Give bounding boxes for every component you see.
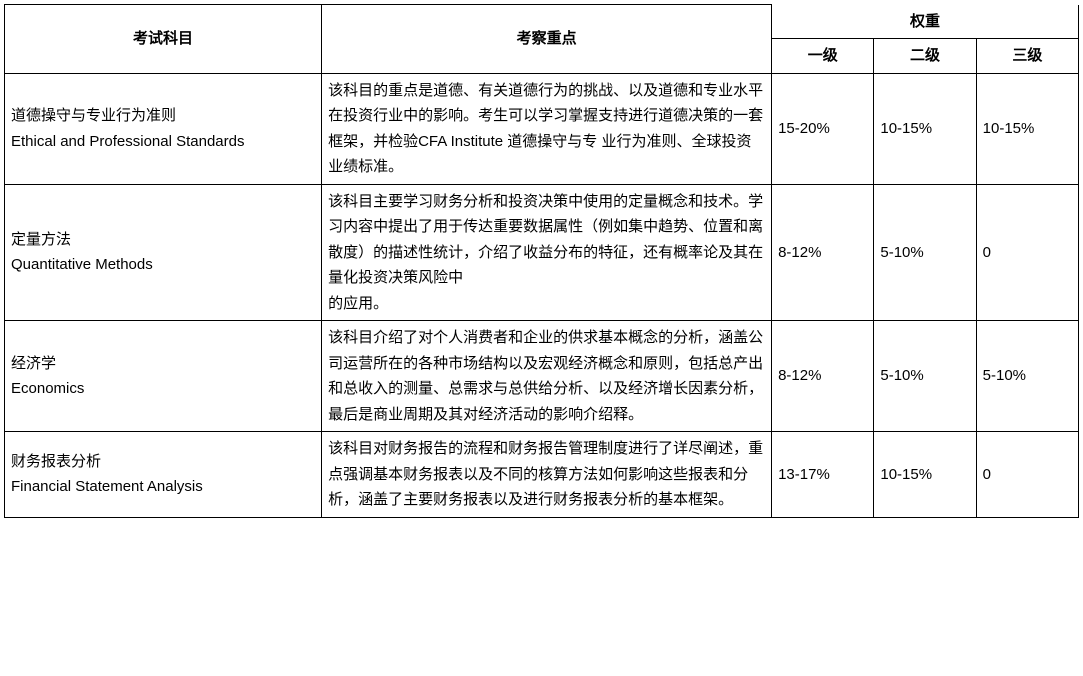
subject-en: Economics — [11, 376, 315, 402]
focus-cell: 该科目介绍了对个人消费者和企业的供求基本概念的分析，涵盖公司运营所在的各种市场结… — [322, 321, 772, 432]
table-row: 定量方法Quantitative Methods该科目主要学习财务分析和投资决策… — [5, 184, 1079, 321]
subject-en: Financial Statement Analysis — [11, 474, 315, 500]
subject-en: Ethical and Professional Standards — [11, 129, 315, 155]
header-focus: 考察重点 — [322, 5, 772, 74]
weight-level3: 10-15% — [976, 73, 1078, 184]
subject-en: Quantitative Methods — [11, 252, 315, 278]
focus-cell: 该科目主要学习财务分析和投资决策中使用的定量概念和技术。学习内容中提出了用于传达… — [322, 184, 772, 321]
subject-cn: 财务报表分析 — [11, 449, 315, 475]
weight-level2: 5-10% — [874, 184, 976, 321]
header-row-1: 考试科目 考察重点 权重 — [5, 5, 1079, 39]
header-level1: 一级 — [772, 39, 874, 74]
weight-level1: 13-17% — [772, 432, 874, 518]
subject-cn: 道德操守与专业行为准则 — [11, 103, 315, 129]
subject-cell: 道德操守与专业行为准则Ethical and Professional Stan… — [5, 73, 322, 184]
weight-level3: 0 — [976, 432, 1078, 518]
weight-level1: 8-12% — [772, 184, 874, 321]
table-row: 道德操守与专业行为准则Ethical and Professional Stan… — [5, 73, 1079, 184]
subject-cell: 经济学Economics — [5, 321, 322, 432]
focus-cell: 该科目对财务报告的流程和财务报告管理制度进行了详尽阐述，重点强调基本财务报表以及… — [322, 432, 772, 518]
weight-level2: 10-15% — [874, 73, 976, 184]
weight-level2: 10-15% — [874, 432, 976, 518]
subject-cn: 经济学 — [11, 351, 315, 377]
subject-cell: 定量方法Quantitative Methods — [5, 184, 322, 321]
subject-cell: 财务报表分析Financial Statement Analysis — [5, 432, 322, 518]
header-subject: 考试科目 — [5, 5, 322, 74]
header-weight-group: 权重 — [772, 5, 1079, 39]
header-level3: 三级 — [976, 39, 1078, 74]
focus-cell: 该科目的重点是道德、有关道德行为的挑战、以及道德和专业水平在投资行业中的影响。考… — [322, 73, 772, 184]
weight-level3: 0 — [976, 184, 1078, 321]
subject-cn: 定量方法 — [11, 227, 315, 253]
weight-level1: 15-20% — [772, 73, 874, 184]
cfa-subjects-table: 考试科目 考察重点 权重 一级 二级 三级 道德操守与专业行为准则Ethical… — [4, 4, 1079, 518]
header-level2: 二级 — [874, 39, 976, 74]
table-body: 道德操守与专业行为准则Ethical and Professional Stan… — [5, 73, 1079, 517]
table-row: 财务报表分析Financial Statement Analysis该科目对财务… — [5, 432, 1079, 518]
weight-level1: 8-12% — [772, 321, 874, 432]
weight-level3: 5-10% — [976, 321, 1078, 432]
table-row: 经济学Economics该科目介绍了对个人消费者和企业的供求基本概念的分析，涵盖… — [5, 321, 1079, 432]
weight-level2: 5-10% — [874, 321, 976, 432]
